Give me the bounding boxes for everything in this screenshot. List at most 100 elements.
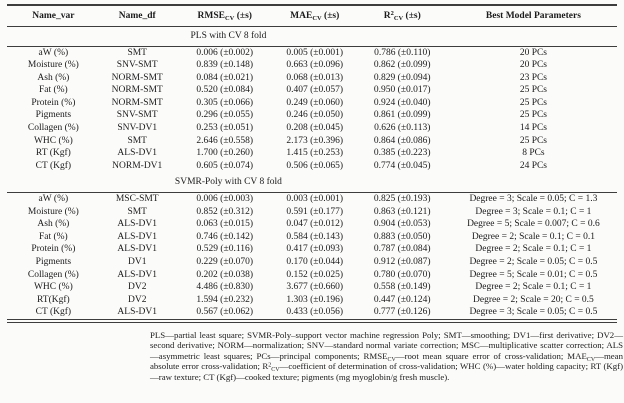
- table-row: Fat (%) ALS-DV1 0.746 (±0.142) 0.584 (±0.14…: [7, 231, 617, 244]
- footnote-text: MAE: [567, 350, 587, 361]
- table-row: Pigments SNV-SMT 0.296 (±0.055) 0.246 (±0.0…: [7, 109, 617, 122]
- cell-name-var: Fat (%): [38, 85, 68, 96]
- cell-name-df: ALS-DV1: [117, 244, 158, 255]
- cell-rmse-cv: 0.084 (±0.021): [196, 72, 254, 83]
- cell-name-var: aW (%): [38, 193, 69, 204]
- cell-rmse-cv: 4.486 (±0.830): [196, 282, 254, 293]
- cell-mae-cv: 0.170 (±0.044): [286, 256, 344, 267]
- cell-r2-cv: 0.787 (±0.084): [373, 244, 431, 255]
- cell-mae-cv: 2.173 (±0.396): [286, 135, 344, 146]
- cell-best-model-parameters: Degree = 2; Scale = 0.05; C = 0.5: [469, 256, 598, 267]
- table-row: Collagen (%) SNV-DV1 0.253 (±0.051) 0.208 (…: [7, 122, 617, 135]
- cell-rmse-cv: 0.006 (±0.002): [196, 47, 254, 58]
- cell-name-df: SMT: [127, 206, 147, 217]
- cell-mae-cv: 0.003 (±0.001): [286, 193, 344, 204]
- col-header-subscript: CV: [393, 14, 404, 22]
- cell-name-var: aW (%): [38, 47, 69, 58]
- table-row: WHC (%) DV2 4.486 (±0.830) 3.677 (±0.660) 0.…: [7, 281, 617, 294]
- table-row: Protein (%) ALS-DV1 0.529 (±0.116) 0.417 (±…: [7, 243, 617, 256]
- table-row: Ash (%) NORM-SMT 0.084 (±0.021) 0.068 (±0.0…: [7, 72, 617, 85]
- cell-r2-cv: 0.863 (±0.121): [373, 206, 431, 217]
- cell-best-model-parameters: 23 PCs: [519, 72, 548, 83]
- footnote-text: —coefficient of determination of cross-v…: [150, 361, 624, 382]
- cell-name-var: Moisture (%): [27, 60, 79, 71]
- cell-best-model-parameters: Degree = 3; Scale = 0.05; C = 0.5: [469, 307, 598, 318]
- footnote-superscript: 2: [268, 362, 272, 369]
- cell-name-var: Protein (%): [31, 97, 76, 108]
- col-header-rmse-cv: RMSECV (±s): [175, 5, 275, 26]
- section-title: PLS with CV 8 fold: [190, 31, 267, 41]
- cell-rmse-cv: 2.646 (±0.558): [196, 135, 254, 146]
- footnote-text: —mean absolute error cross-validation;: [150, 350, 623, 372]
- cell-rmse-cv: 0.305 (±0.066): [196, 97, 254, 108]
- cell-best-model-parameters: 20 PCs: [519, 60, 548, 71]
- table-row: aW (%) MSC-SMT 0.006 (±0.003) 0.003 (±0.001…: [7, 192, 617, 205]
- footnote-text: RMSE: [363, 350, 388, 361]
- cell-r2-cv: 0.626 (±0.113): [374, 123, 431, 134]
- cell-mae-cv: 1.303 (±0.196): [286, 294, 344, 305]
- cell-mae-cv: 0.152 (±0.025): [286, 269, 344, 280]
- cell-name-var: CT (Kgf): [35, 160, 72, 171]
- cell-r2-cv: 0.864 (±0.086): [373, 135, 431, 146]
- cell-rmse-cv: 0.605 (±0.074): [196, 160, 254, 171]
- cell-name-df: NORM-SMT: [111, 97, 163, 108]
- cell-name-df: NORM-DV1: [112, 160, 163, 171]
- cell-mae-cv: 0.068 (±0.013): [286, 72, 344, 83]
- cell-r2-cv: 0.950 (±0.017): [373, 85, 431, 96]
- cell-rmse-cv: 0.529 (±0.116): [196, 244, 253, 255]
- table-row: aW (%) SMT 0.006 (±0.002) 0.005 (±0.001) 0.7…: [7, 46, 617, 59]
- cell-name-df: SNV-SMT: [116, 60, 158, 71]
- cell-best-model-parameters: 25 PCs: [519, 110, 548, 121]
- cell-best-model-parameters: 20 PCs: [519, 47, 548, 58]
- cell-rmse-cv: 0.063 (±0.015): [196, 219, 254, 230]
- section-title-spacer: [450, 26, 617, 46]
- col-header-mae-cv: MAECV (±s): [275, 5, 355, 26]
- table-footnote: PLS—partial least square; SVMR-Poly–supp…: [150, 330, 623, 382]
- cell-mae-cv: 0.407 (±0.057): [286, 85, 344, 96]
- cell-r2-cv: 0.786 (±0.110): [374, 47, 431, 58]
- table-row: Moisture (%) SNV-SMT 0.839 (±0.148) 0.663 (…: [7, 59, 617, 72]
- cell-r2-cv: 0.883 (±0.050): [373, 231, 431, 242]
- cell-best-model-parameters: Degree = 2; Scale = 0.1; C = 0.1: [471, 231, 595, 242]
- cell-name-var: RT(Kgf): [37, 294, 70, 305]
- cell-name-var: Protein (%): [31, 244, 76, 255]
- section-title-row: PLS with CV 8 fold: [7, 26, 617, 46]
- cell-name-var: Pigments: [35, 256, 72, 267]
- cell-name-df: DV1: [127, 256, 147, 267]
- cell-rmse-cv: 1.594 (±0.232): [196, 294, 254, 305]
- col-header-suffix: (±s): [321, 10, 340, 21]
- cell-best-model-parameters: 24 PCs: [519, 160, 548, 171]
- footnote-text: R: [262, 361, 269, 372]
- cell-rmse-cv: 1.700 (±0.260): [196, 148, 254, 159]
- cell-name-var: WHC (%): [33, 282, 73, 293]
- table-row: Protein (%) NORM-SMT 0.305 (±0.066) 0.249 (…: [7, 97, 617, 110]
- table-row: Collagen (%) ALS-DV1 0.202 (±0.038) 0.152 (…: [7, 269, 617, 282]
- cell-name-df: SNV-SMT: [116, 110, 158, 121]
- cell-name-var: Moisture (%): [27, 206, 79, 217]
- footnote-text: —root mean square error of cross-validat…: [395, 350, 568, 361]
- cell-mae-cv: 0.584 (±0.143): [286, 231, 344, 242]
- cell-best-model-parameters: Degree = 5; Scale = 0.01; C = 0.5: [469, 269, 598, 280]
- cell-name-var: WHC (%): [33, 135, 73, 146]
- cell-best-model-parameters: Degree = 3; Scale = 0.05; C = 1.3: [469, 193, 598, 204]
- section-title-row: SVMR-Poly with CV 8 fold: [7, 172, 617, 193]
- cell-r2-cv: 0.825 (±0.193): [373, 193, 431, 204]
- cell-rmse-cv: 0.253 (±0.051): [196, 123, 254, 134]
- col-header-label: MAE: [290, 10, 313, 21]
- cell-name-df: NORM-SMT: [111, 72, 163, 83]
- cell-rmse-cv: 0.567 (±0.062): [196, 307, 254, 318]
- cell-mae-cv: 1.415 (±0.253): [286, 148, 344, 159]
- cell-rmse-cv: 0.520 (±0.084): [196, 85, 254, 96]
- cell-r2-cv: 0.447 (±0.124): [373, 294, 431, 305]
- cell-name-df: SNV-DV1: [117, 123, 158, 134]
- cell-name-df: DV2: [127, 282, 147, 293]
- cell-name-var: Collagen (%): [27, 269, 79, 280]
- cell-rmse-cv: 0.229 (±0.070): [196, 256, 254, 267]
- cell-rmse-cv: 0.202 (±0.038): [196, 269, 254, 280]
- footnote-subscript: CV: [387, 356, 396, 363]
- col-header-superscript: 2: [390, 9, 394, 17]
- cell-rmse-cv: 0.852 (±0.312): [196, 206, 254, 217]
- cell-r2-cv: 0.774 (±0.045): [373, 160, 431, 171]
- cell-rmse-cv: 0.746 (±0.142): [196, 231, 254, 242]
- cell-r2-cv: 0.777 (±0.126): [373, 307, 431, 318]
